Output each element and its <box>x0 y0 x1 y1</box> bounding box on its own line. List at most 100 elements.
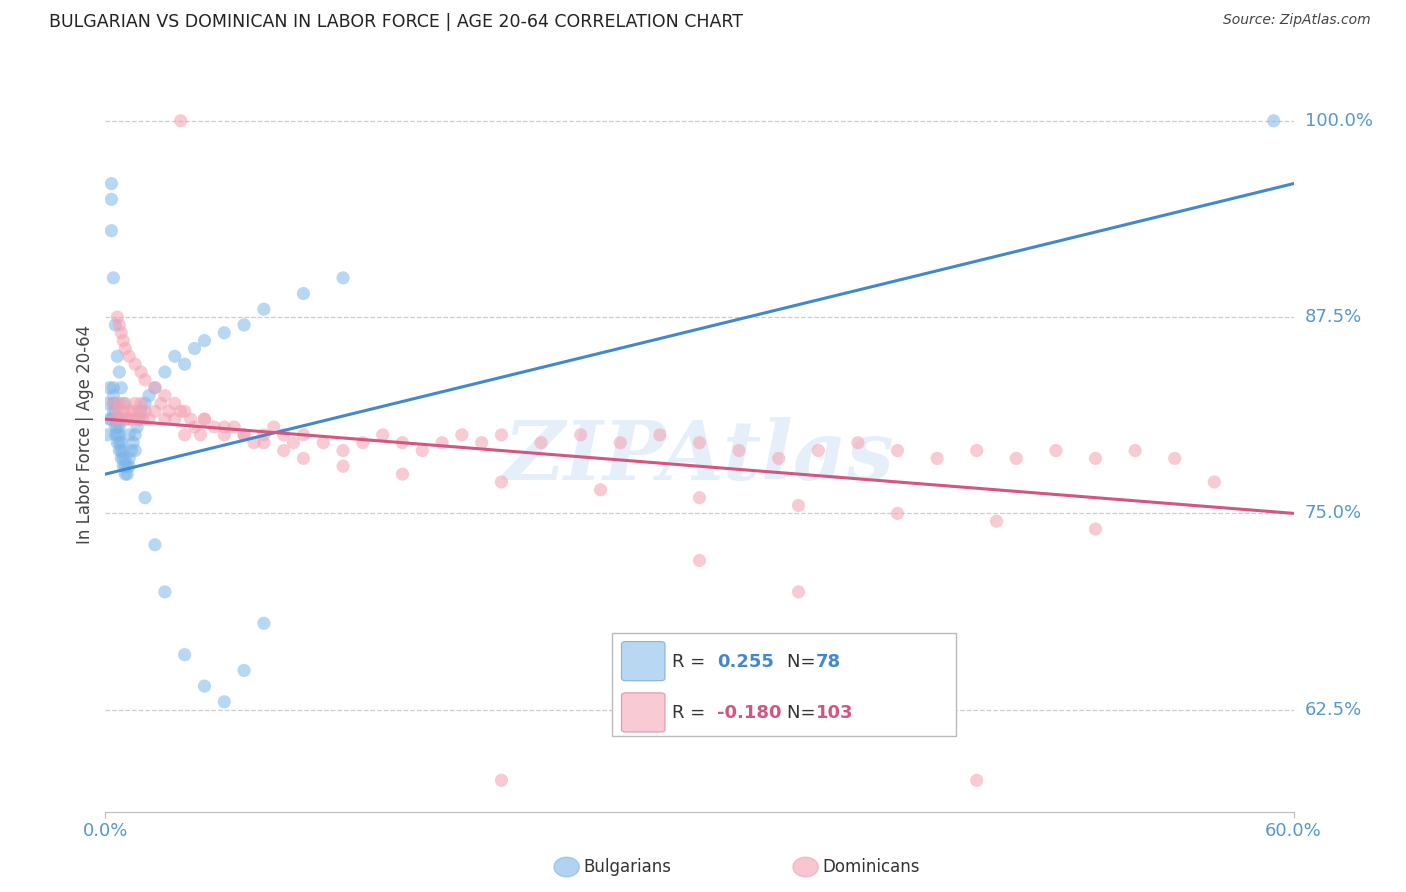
Point <box>986 514 1008 528</box>
Point <box>98 412 121 426</box>
Point <box>112 451 135 466</box>
Point <box>118 404 141 418</box>
Point <box>103 396 125 410</box>
Point <box>105 420 128 434</box>
Point <box>471 435 494 450</box>
Point <box>105 310 128 324</box>
Point <box>214 695 236 709</box>
Text: N=: N= <box>787 705 821 723</box>
Point <box>253 616 276 631</box>
Point <box>689 553 711 567</box>
Point <box>569 428 592 442</box>
Text: 62.5%: 62.5% <box>1305 700 1362 719</box>
Point <box>122 404 145 418</box>
Point <box>689 491 711 505</box>
Point <box>108 365 131 379</box>
Point <box>143 404 166 418</box>
Point <box>491 428 513 442</box>
Text: -0.180: -0.180 <box>717 705 782 723</box>
Point <box>108 318 131 332</box>
Point <box>430 435 453 450</box>
Point <box>332 443 354 458</box>
Point <box>108 412 131 426</box>
Text: 0.255: 0.255 <box>717 653 773 671</box>
Point <box>648 428 671 442</box>
Point <box>108 443 131 458</box>
Point <box>214 326 236 340</box>
Point <box>214 428 236 442</box>
Text: 78: 78 <box>815 653 841 671</box>
Point <box>1123 443 1146 458</box>
Point <box>371 428 394 442</box>
Point <box>104 412 127 426</box>
Text: 87.5%: 87.5% <box>1305 308 1362 326</box>
Point <box>391 435 413 450</box>
Point <box>128 404 150 418</box>
Text: Dominicans: Dominicans <box>823 858 920 876</box>
Point <box>103 388 125 402</box>
Point <box>100 412 122 426</box>
Point <box>787 585 810 599</box>
Point <box>846 435 869 450</box>
Point <box>292 286 315 301</box>
Point <box>966 773 988 788</box>
Point <box>787 499 810 513</box>
Point <box>1045 443 1067 458</box>
Point <box>1084 522 1107 536</box>
Point <box>118 428 141 442</box>
Point <box>104 318 127 332</box>
Point <box>114 342 136 356</box>
Point <box>886 443 908 458</box>
Point <box>1005 451 1028 466</box>
Point <box>157 404 180 418</box>
Point <box>105 435 128 450</box>
Point <box>233 664 256 678</box>
Point <box>143 381 166 395</box>
Text: BULGARIAN VS DOMINICAN IN LABOR FORCE | AGE 20-64 CORRELATION CHART: BULGARIAN VS DOMINICAN IN LABOR FORCE | … <box>49 13 744 31</box>
Point <box>807 443 830 458</box>
Text: Source: ZipAtlas.com: Source: ZipAtlas.com <box>1223 13 1371 28</box>
Point <box>138 388 160 402</box>
Point <box>114 412 136 426</box>
Point <box>114 467 136 482</box>
Point <box>163 396 186 410</box>
Point <box>108 396 131 410</box>
Point <box>1263 113 1285 128</box>
Point <box>283 435 305 450</box>
Point <box>193 412 215 426</box>
Point <box>728 443 751 458</box>
Point <box>118 349 141 363</box>
Point <box>263 420 285 434</box>
Point <box>163 349 186 363</box>
Point <box>129 365 152 379</box>
Point <box>530 435 553 450</box>
Text: N=: N= <box>787 653 821 671</box>
Point <box>115 459 138 474</box>
Point <box>886 507 908 521</box>
Point <box>153 412 176 426</box>
Point <box>100 177 122 191</box>
Point <box>183 420 205 434</box>
Point <box>108 428 131 442</box>
Point <box>124 396 146 410</box>
Point <box>243 435 266 450</box>
Point <box>134 491 156 505</box>
Point <box>332 270 354 285</box>
Point <box>124 357 146 371</box>
Point <box>108 435 131 450</box>
Point <box>103 381 125 395</box>
Point <box>292 428 315 442</box>
Point <box>112 459 135 474</box>
Point <box>103 396 125 410</box>
Point <box>127 412 149 426</box>
Point <box>193 679 215 693</box>
Point <box>108 420 131 434</box>
Text: 75.0%: 75.0% <box>1305 504 1362 523</box>
Point <box>1084 451 1107 466</box>
Point <box>149 396 172 410</box>
Point <box>609 435 631 450</box>
Point <box>104 396 127 410</box>
Point <box>118 451 141 466</box>
Point <box>129 396 152 410</box>
Point <box>173 428 195 442</box>
